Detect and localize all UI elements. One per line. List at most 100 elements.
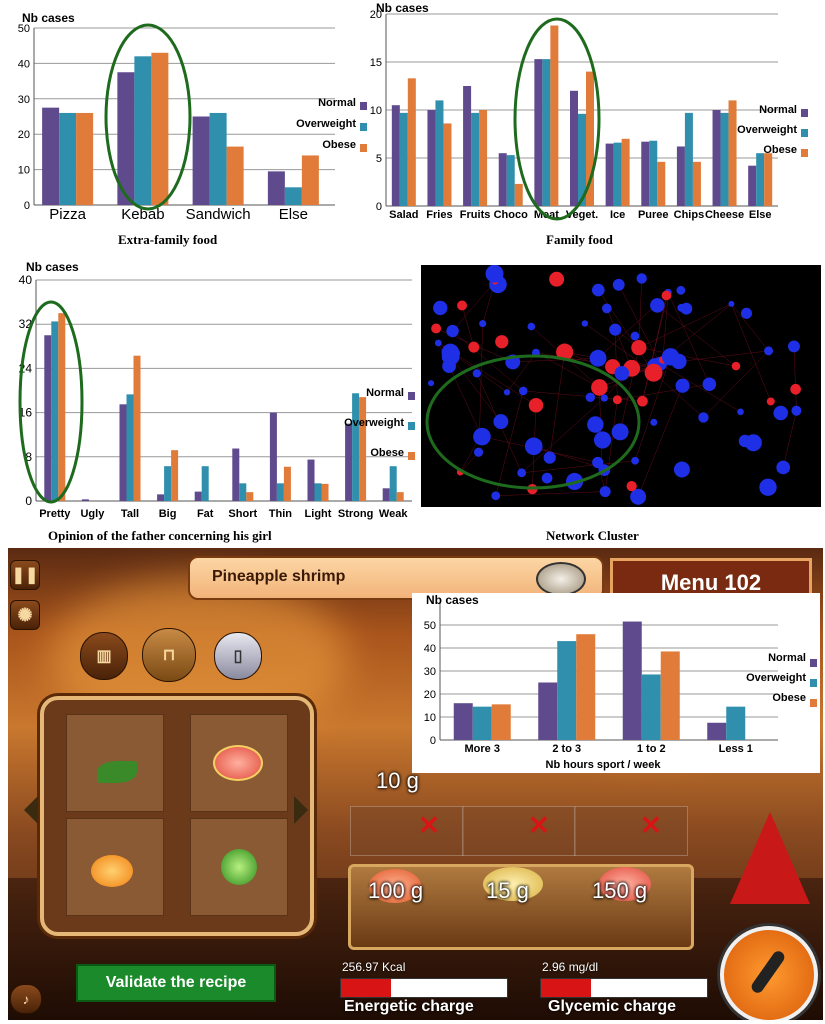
- bar-normal-cheese: [712, 110, 721, 206]
- y-tick-label: 0: [25, 494, 32, 508]
- shrimp-icon: [369, 869, 421, 903]
- ingredient-slot[interactable]: [66, 714, 164, 812]
- bar-normal-big: [157, 494, 165, 501]
- glycemic-value: 2.96 mg/dl: [542, 960, 599, 974]
- legend-swatch: [408, 422, 415, 430]
- bar-obese-thin: [283, 466, 291, 501]
- bar-normal-tall: [119, 404, 127, 501]
- settings-gear-icon[interactable]: ✺: [10, 600, 40, 630]
- network-node: [472, 369, 482, 378]
- network-graph: [425, 264, 802, 505]
- x-tick-label: Weak: [379, 508, 408, 520]
- remove-x-icon[interactable]: ✕: [528, 810, 550, 840]
- legend-swatch: [408, 452, 415, 460]
- network-edge: [731, 303, 772, 402]
- bar-normal-else: [267, 171, 285, 205]
- network-node: [731, 361, 741, 371]
- bar-obese-meat: [550, 25, 559, 206]
- bar-obese-weak: [396, 492, 404, 501]
- bar-overweight-light: [314, 483, 322, 501]
- network-node: [527, 322, 536, 331]
- y-tick-label: 16: [19, 406, 33, 420]
- bar-obese-short: [246, 492, 254, 501]
- x-tick-label: Meat: [534, 209, 559, 221]
- network-edge: [662, 292, 669, 360]
- network-node: [773, 405, 788, 421]
- network-edge: [703, 350, 769, 418]
- energetic-bar: [340, 978, 508, 998]
- network-node: [702, 377, 717, 391]
- y-tick-label: 10: [18, 165, 30, 177]
- network-node: [673, 461, 690, 478]
- network-node: [528, 398, 544, 413]
- bar-obese-fries: [443, 123, 452, 206]
- y-tick-label: 20: [18, 129, 30, 141]
- remove-x-icon[interactable]: ✕: [418, 810, 440, 840]
- pause-button[interactable]: ❚❚: [10, 560, 40, 590]
- bar-overweight-fat: [201, 466, 209, 501]
- bar-overweight-fruits: [471, 112, 480, 206]
- sound-icon[interactable]: ♪: [10, 984, 42, 1014]
- network-edge: [495, 390, 524, 496]
- caption-family-food: Family food: [546, 232, 613, 247]
- bar-normal-sandwich: [192, 116, 210, 205]
- tray-slot[interactable]: [350, 806, 464, 856]
- bar-overweight-veget: [578, 113, 586, 206]
- remove-x-icon[interactable]: ✕: [640, 810, 662, 840]
- x-tick-label: Cheese: [705, 209, 744, 221]
- network-edge: [634, 356, 671, 461]
- network-edge: [637, 385, 683, 497]
- energetic-label: Energetic charge: [344, 998, 474, 1015]
- network-edge: [584, 323, 654, 373]
- network-node: [493, 414, 509, 430]
- x-tick-label: Thin: [269, 508, 292, 520]
- network-edge: [638, 347, 737, 367]
- y-tick-label: 8: [25, 450, 32, 464]
- bar-normal-fries: [427, 110, 436, 206]
- bar-obese-ice: [621, 138, 630, 206]
- network-node: [728, 300, 735, 307]
- x-tick-label: Fruits: [460, 209, 491, 221]
- energetic-value: 256.97 Kcal: [342, 960, 406, 974]
- fridge-icon[interactable]: ▯: [214, 632, 262, 680]
- legend-swatch: [360, 102, 367, 110]
- network-node: [428, 380, 435, 387]
- network-node: [543, 451, 556, 464]
- y-tick-label: 40: [19, 273, 33, 287]
- ingredient-slot[interactable]: [190, 818, 288, 916]
- x-tick-label: Kebab: [121, 206, 164, 223]
- ingredient-slot[interactable]: [190, 714, 288, 812]
- grapefruit-icon: [213, 745, 263, 781]
- y-tick-label: 50: [18, 23, 30, 35]
- network-node: [698, 412, 709, 423]
- game-screen: ❚❚ ✺ ♪ Pineapple shrimp Menu 102 ▥ ⊓ ▯ 1…: [8, 548, 823, 1020]
- bar-obese-strong: [359, 397, 367, 501]
- bar-normal-veget: [570, 90, 578, 206]
- cupboard-icon[interactable]: ▥: [80, 632, 128, 680]
- network-node: [479, 320, 487, 328]
- ingredient-slot[interactable]: [66, 818, 164, 916]
- network-node: [677, 303, 686, 312]
- bar-obese-sandwich: [226, 146, 244, 205]
- network-node: [636, 273, 647, 284]
- arrow-left-icon[interactable]: [24, 796, 38, 824]
- table-icon[interactable]: ⊓: [142, 628, 196, 682]
- bar-overweight-ice: [613, 142, 622, 206]
- bar-normal-fruits: [463, 86, 472, 206]
- tray-slot[interactable]: [574, 806, 688, 856]
- validate-recipe-button[interactable]: Validate the recipe: [76, 964, 276, 1002]
- legend-swatch: [360, 144, 367, 152]
- x-tick-label: Fries: [426, 209, 452, 221]
- tray-slot[interactable]: [462, 806, 576, 856]
- x-tick-label: Ice: [610, 209, 625, 221]
- arrow-right-icon[interactable]: [294, 796, 308, 824]
- network-node: [644, 363, 663, 382]
- network-node: [612, 395, 622, 405]
- network-node: [737, 408, 744, 416]
- network-node: [612, 278, 625, 291]
- network-edge: [460, 437, 480, 473]
- legend-label: Obese: [763, 144, 797, 156]
- bar-normal-choco: [498, 153, 507, 206]
- network-node: [609, 323, 622, 336]
- x-tick-label: Ugly: [80, 508, 105, 520]
